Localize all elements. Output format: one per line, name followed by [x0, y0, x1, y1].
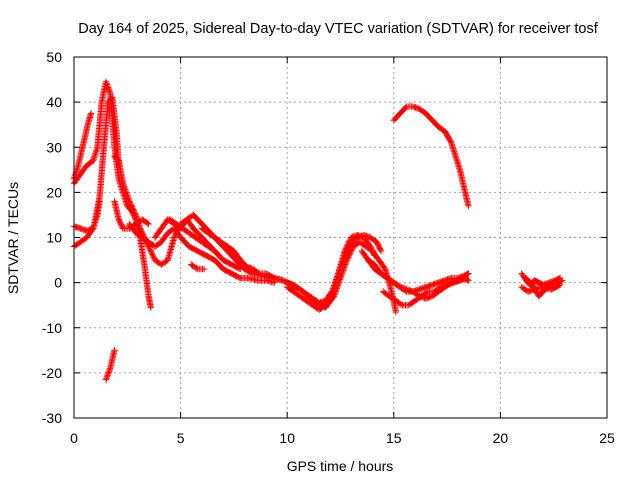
series-markers	[102, 347, 118, 383]
y-tick-label: 40	[46, 94, 62, 110]
y-tick-label: 30	[46, 139, 62, 155]
tick-labels: 0 5 10 15 20 25 -30 -20 -10 0 10 20 30 40 50	[42, 49, 615, 446]
y-tick-label: -30	[42, 410, 62, 426]
series-arc-j	[166, 216, 244, 273]
series-markers	[126, 220, 278, 286]
series-markers	[271, 238, 400, 316]
x-axis-label: GPS time / hours	[287, 458, 394, 474]
data-layer	[70, 78, 566, 383]
y-tick-label: 10	[46, 230, 62, 246]
y-tick-label: 50	[46, 49, 62, 65]
series-arc-v	[522, 274, 566, 300]
y-tick-label: 0	[54, 275, 62, 291]
y-axis-label: SDTVAR / TECUs	[5, 182, 21, 294]
series-markers	[166, 216, 244, 273]
x-tick-label: 15	[386, 430, 402, 446]
chart-title: Day 164 of 2025, Sidereal Day-to-day VTE…	[78, 21, 598, 37]
series-arc-r	[365, 256, 472, 302]
x-tick-label: 0	[70, 430, 78, 446]
x-tick-label: 10	[279, 430, 295, 446]
series-arc-e	[102, 347, 118, 383]
series-arc-h	[126, 220, 278, 286]
y-tick-label: -20	[42, 365, 62, 381]
series-arc-k	[198, 225, 287, 284]
x-tick-label: 5	[177, 430, 185, 446]
x-tick-label: 25	[599, 430, 615, 446]
series-arc-s	[390, 103, 472, 210]
series-markers	[390, 103, 472, 210]
series-markers	[522, 274, 566, 300]
ticks	[73, 56, 608, 419]
series-markers	[198, 225, 287, 284]
series-markers	[365, 256, 472, 302]
x-tick-label: 20	[493, 430, 509, 446]
series-markers	[188, 261, 208, 273]
series-arc-l	[188, 261, 208, 273]
series-arc-o	[271, 238, 400, 316]
y-tick-label: -10	[42, 320, 62, 336]
y-tick-label: 20	[46, 184, 62, 200]
